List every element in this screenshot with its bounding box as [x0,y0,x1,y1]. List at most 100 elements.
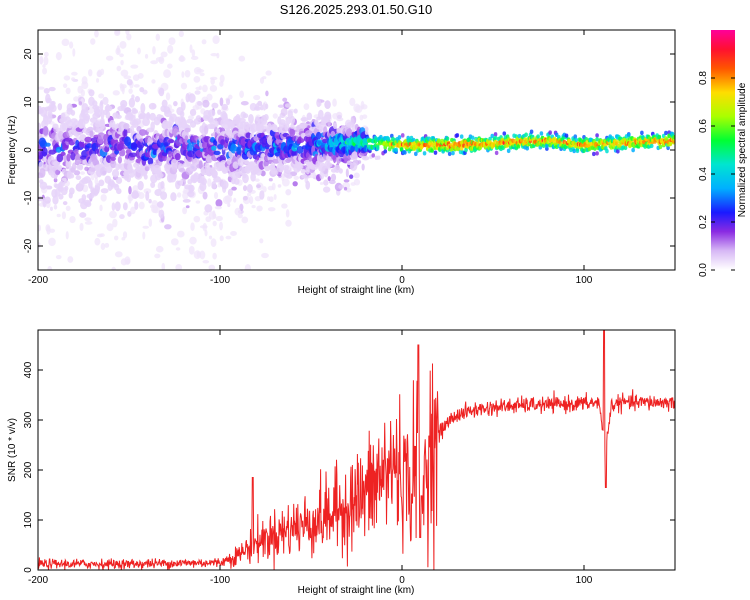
heatmap-cell [158,21,165,29]
heatmap-cell [137,192,145,200]
heatmap-cell [48,237,56,247]
heatmap-cell [285,116,291,125]
heatmap-cell [132,74,140,82]
heatmap-cell [256,184,261,189]
heatmap-cell [131,191,140,199]
heatmap-cell [102,96,109,105]
heatmap-cell [73,149,79,154]
heatmap-cell [129,152,137,158]
heatmap-cell [324,100,331,110]
heatmap-cell [202,99,210,108]
heatmap-cell [87,126,94,132]
heatmap-cell [160,191,168,200]
heatmap-x-axis-label: Height of straight line (km) [298,285,415,296]
heatmap-cell [122,231,128,239]
heatmap-cell [57,164,63,171]
heatmap-cell [145,191,150,201]
heatmap-cell [529,129,534,134]
snr-y-tick-label: 0 [23,567,34,573]
heatmap-cell [262,186,267,193]
heatmap-cell [195,200,201,204]
colorbar-label: Normalized spectral amplitude [737,82,748,217]
heatmap-cell [86,143,93,149]
heatmap-cell [138,201,145,210]
heatmap-cell [208,264,216,270]
colorbar: 0.0 0.2 0.4 0.6 0.8 Normalized spectral ampl… [698,30,748,277]
heatmap-cell [99,119,106,130]
heatmap-cell [445,136,450,141]
heatmap-cell [65,231,69,240]
heatmap-cell [319,170,325,180]
heatmap-cell [81,76,88,85]
heatmap-cell [494,150,499,156]
heatmap-cell [78,24,85,29]
heatmap-cell [219,221,223,231]
heatmap-cell [53,204,58,210]
heatmap-cell [90,38,96,45]
heatmap-cell [49,228,56,233]
heatmap-cell [210,53,218,57]
heatmap-cell [213,150,221,156]
heatmap-cell [351,151,359,161]
heatmap-cell [58,193,64,200]
heatmap-y-tick-label: -20 [23,238,34,253]
heatmap-cell [173,30,176,31]
heatmap-cell [52,123,59,130]
heatmap-cell [41,24,48,28]
heatmap-cell [326,162,333,168]
heatmap-cell [364,130,369,135]
heatmap-cell [151,79,156,84]
heatmap-cell [158,87,165,97]
heatmap-cell [316,98,322,108]
heatmap-cell [263,114,269,121]
heatmap-cell [217,109,222,115]
heatmap-cell [160,51,168,58]
heatmap-cell [110,156,116,161]
heatmap-cell [38,196,44,202]
heatmap-cell [126,174,132,183]
heatmap-cell [592,151,596,157]
heatmap-cell [539,131,544,136]
heatmap-cell [156,172,164,179]
heatmap-cell [182,207,188,215]
heatmap-cell [44,106,52,112]
heatmap-cell [79,212,87,218]
heatmap-cell [94,109,102,118]
heatmap-cell [69,187,75,195]
heatmap-cell [273,170,279,176]
colorbar-tick-label: 0.4 [698,167,709,181]
snr-y-tick-label: 300 [23,411,34,428]
heatmap-cell [595,137,599,142]
heatmap-cell [273,194,277,200]
heatmap-cell [72,48,76,57]
heatmap-cell [265,90,269,97]
heatmap-cell [242,185,248,192]
heatmap-cell [64,186,69,191]
heatmap-cell [152,206,160,214]
heatmap-cell [244,263,251,270]
heatmap-cell [209,85,218,92]
heatmap-cell [248,161,256,166]
heatmap-cell [305,166,310,175]
heatmap-cell [168,174,177,183]
heatmap-cell [605,148,609,154]
heatmap-cell [52,160,61,166]
heatmap-cell [231,186,237,191]
heatmap-cell [174,153,181,161]
heatmap-cell [330,130,336,138]
heatmap-cell [88,69,93,77]
heatmap-cell [144,166,150,172]
heatmap-cell [148,198,152,204]
heatmap-cell [631,147,635,153]
heatmap-cell [140,103,146,114]
heatmap-cell [506,148,511,154]
heatmap-cell [127,210,132,217]
heatmap-cell [112,90,120,96]
heatmap-cell [284,103,292,108]
heatmap-cell [100,68,105,76]
heatmap-cell [130,114,136,121]
heatmap-cell [154,188,162,197]
colorbar-tick-label: 0.8 [698,71,709,85]
heatmap-cell [242,195,248,201]
heatmap-cell [490,133,495,139]
